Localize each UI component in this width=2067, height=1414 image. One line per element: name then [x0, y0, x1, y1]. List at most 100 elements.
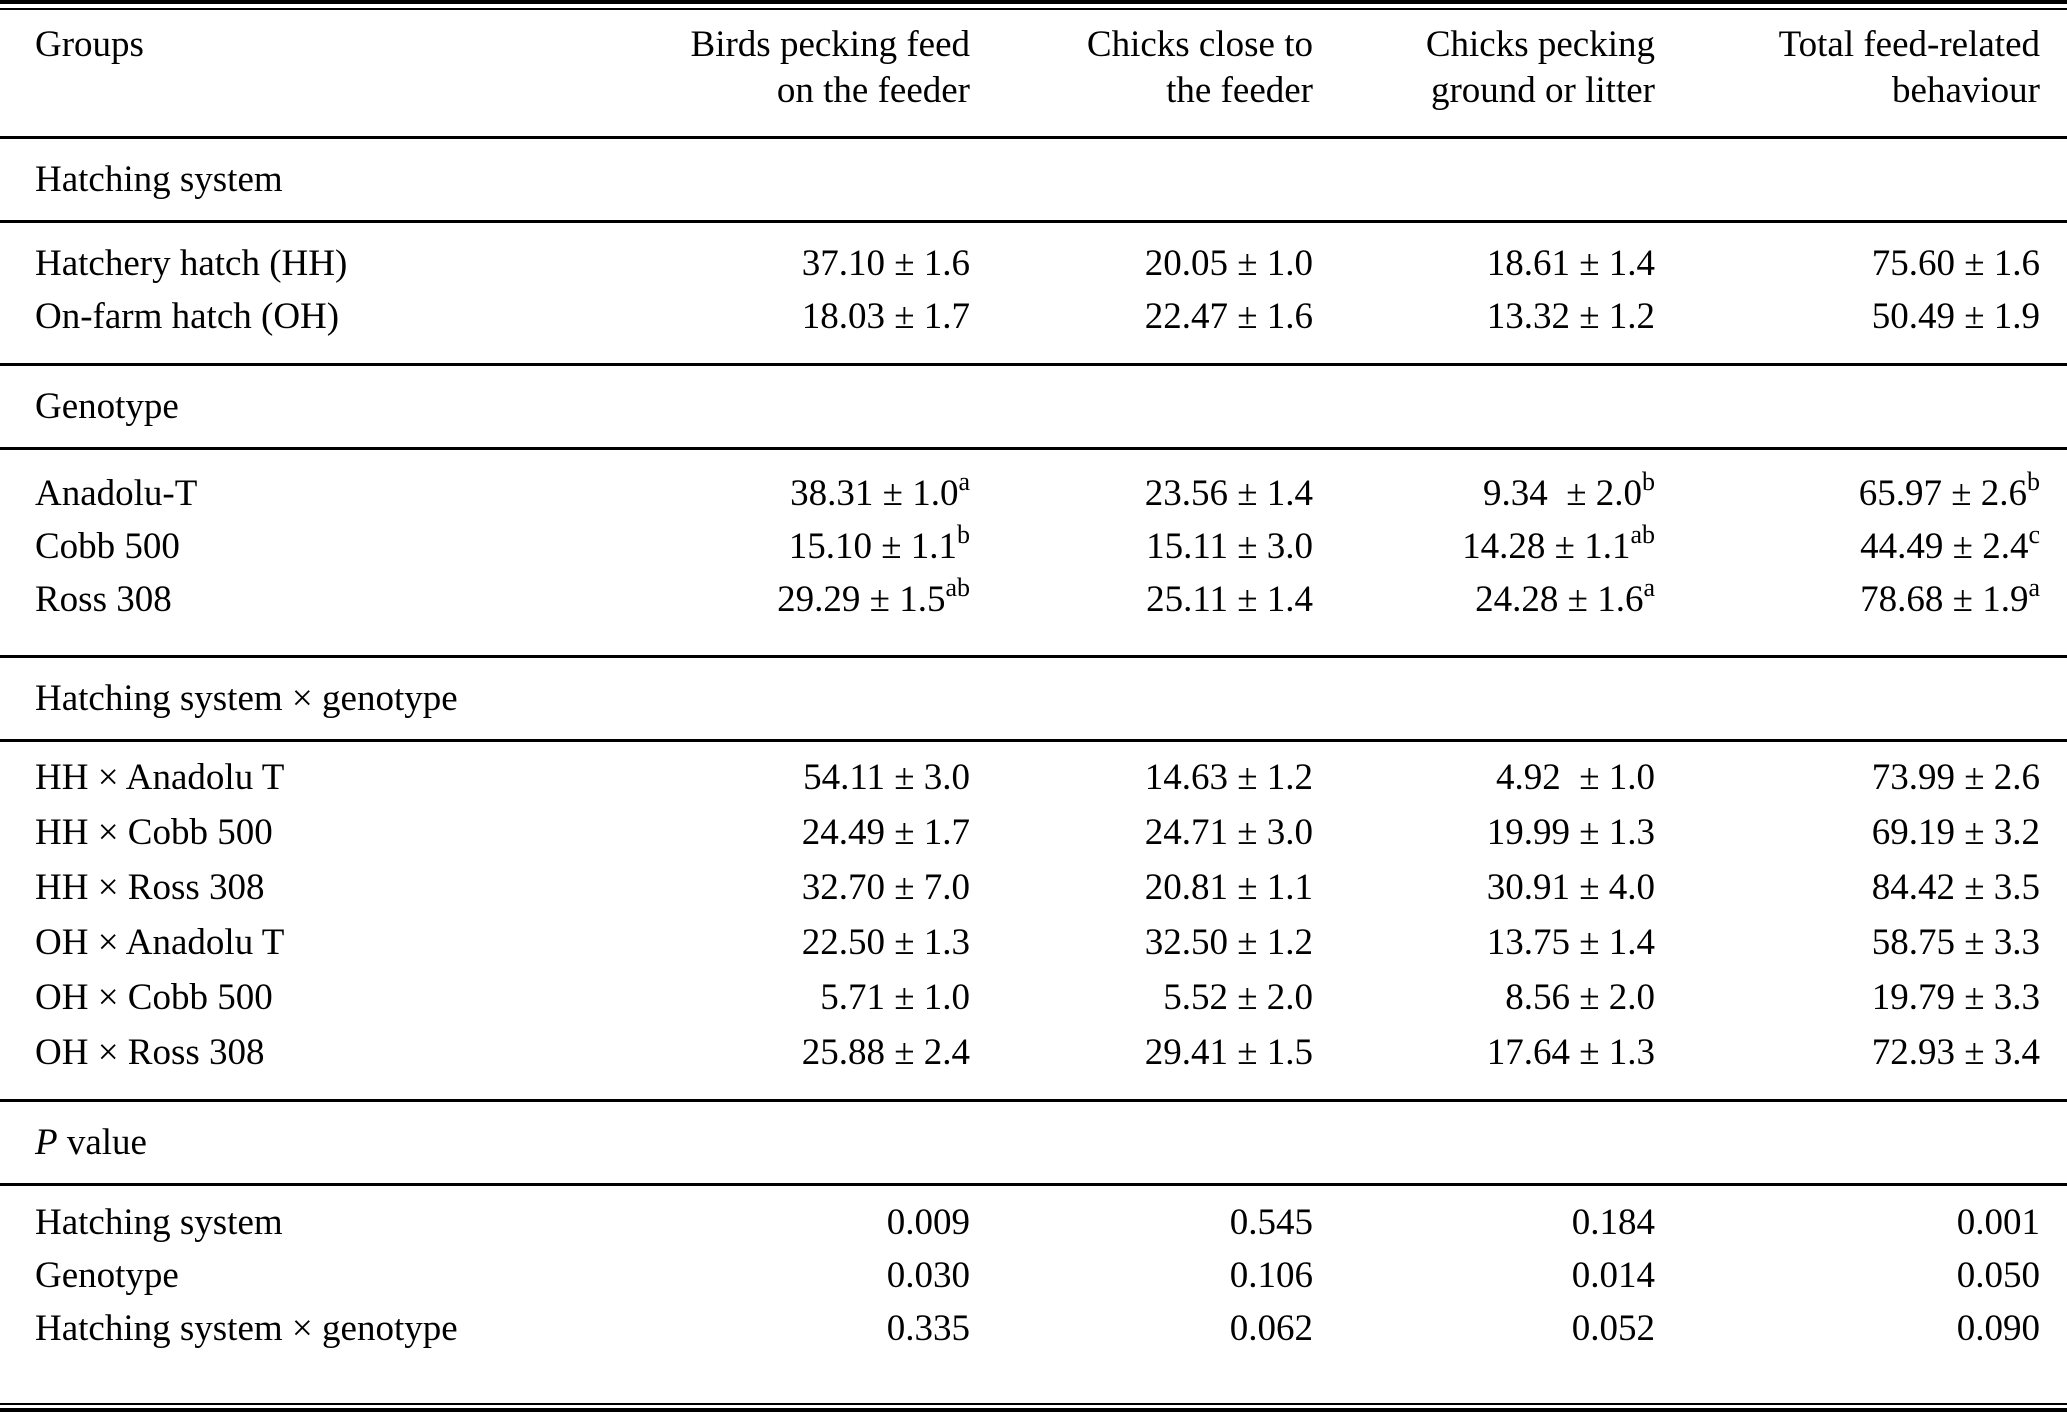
- value-cell: 50.49 ± 1.9: [1655, 290, 2067, 365]
- cell-value: 5.52 ± 2.0: [1163, 977, 1313, 1018]
- value-cell: 0.545: [970, 1185, 1313, 1250]
- section-title-row: P value: [0, 1099, 2067, 1186]
- significance-superscript: b: [957, 520, 970, 550]
- cell-value: 5.71 ± 1.0: [820, 977, 970, 1018]
- cell-value: 15.11 ± 3.0: [1146, 526, 1313, 567]
- significance-superscript: ab: [945, 573, 970, 603]
- value-cell: 24.71 ± 3.0: [970, 805, 1313, 860]
- value-cell: 14.63 ± 1.2: [970, 741, 1313, 806]
- cell-value: 69.19 ± 3.2: [1871, 812, 2040, 853]
- section-title: P value: [0, 1099, 2067, 1186]
- cell-value: 18.03 ± 1.7: [801, 296, 970, 337]
- value-cell: 25.11 ± 1.4: [970, 573, 1313, 657]
- significance-superscript: b: [2027, 467, 2040, 497]
- cell-value: 17.64 ± 1.3: [1486, 1032, 1655, 1073]
- column-header-line1: Chicks pecking: [1425, 24, 1655, 65]
- cell-value: 24.28 ± 1.6: [1475, 579, 1644, 620]
- table-row: Cobb 500 15.10 ± 1.1b 15.11 ± 3.0 14.28 …: [0, 520, 2067, 573]
- table-row: Hatchery hatch (HH) 37.10 ± 1.6 20.05 ± …: [0, 222, 2067, 291]
- cell-value: 37.10 ± 1.6: [801, 243, 970, 284]
- cell-value: 0.184: [1571, 1202, 1655, 1243]
- row-label: OH × Anadolu T: [35, 922, 285, 963]
- value-cell: 37.10 ± 1.6: [600, 222, 970, 291]
- behaviour-results-table: Groups Birds pecking feed on the feeder …: [0, 10, 2067, 1371]
- section-title: Genotype: [0, 363, 2067, 450]
- value-cell: 54.11 ± 3.0: [600, 741, 970, 806]
- value-cell: 58.75 ± 3.3: [1655, 915, 2067, 970]
- value-cell: 13.32 ± 1.2: [1313, 290, 1655, 365]
- value-cell: 17.64 ± 1.3: [1313, 1025, 1655, 1101]
- cell-value: 13.75 ± 1.4: [1486, 922, 1655, 963]
- cell-value: 25.11 ± 1.4: [1146, 579, 1313, 620]
- row-label: Cobb 500: [35, 526, 180, 567]
- section-interaction-rows: HH × Anadolu T 54.11 ± 3.0 14.63 ± 1.2 4…: [0, 741, 2067, 1101]
- value-cell: 32.50 ± 1.2: [970, 915, 1313, 970]
- cell-value: 75.60 ± 1.6: [1871, 243, 2040, 284]
- cell-value: 50.49 ± 1.9: [1871, 296, 2040, 337]
- table-bottom-rules: [0, 1403, 2067, 1412]
- value-cell: 0.009: [600, 1185, 970, 1250]
- value-cell: 22.50 ± 1.3: [600, 915, 970, 970]
- cell-value: 14.28 ± 1.1: [1462, 526, 1631, 567]
- cell-value: 0.062: [1229, 1308, 1313, 1349]
- value-cell: 23.56 ± 1.4: [970, 449, 1313, 521]
- cell-value: 9.34 ± 2.0: [1482, 473, 1642, 514]
- table-row: Genotype 0.030 0.106 0.014 0.050: [0, 1249, 2067, 1302]
- cell-value: 29.41 ± 1.5: [1144, 1032, 1313, 1073]
- section-hatching-system-rows: Hatchery hatch (HH) 37.10 ± 1.6 20.05 ± …: [0, 222, 2067, 365]
- significance-superscript: c: [2028, 520, 2040, 550]
- value-cell: 65.97 ± 2.6b: [1655, 449, 2067, 521]
- value-cell: 20.05 ± 1.0: [970, 222, 1313, 291]
- row-label: On-farm hatch (OH): [35, 296, 340, 337]
- significance-superscript: a: [1643, 573, 1655, 603]
- cell-value: 0.030: [886, 1255, 970, 1296]
- value-cell: 15.10 ± 1.1b: [600, 520, 970, 573]
- table-bottom-thick-rule: [0, 1408, 2067, 1412]
- value-cell: 24.28 ± 1.6a: [1313, 573, 1655, 657]
- value-cell: 73.99 ± 2.6: [1655, 741, 2067, 806]
- row-label: Genotype: [35, 1255, 179, 1296]
- row-label: Ross 308: [35, 579, 172, 620]
- table-row: Ross 308 29.29 ± 1.5ab 25.11 ± 1.4 24.28…: [0, 573, 2067, 657]
- column-header-chicks-pecking-ground: Chicks pecking ground or litter: [1313, 10, 1655, 138]
- value-cell: 13.75 ± 1.4: [1313, 915, 1655, 970]
- section-title-italic: P: [35, 1122, 58, 1163]
- cell-value: 0.335: [886, 1308, 970, 1349]
- table-row: On-farm hatch (OH) 18.03 ± 1.7 22.47 ± 1…: [0, 290, 2067, 365]
- significance-superscript: a: [958, 467, 970, 497]
- section-title-text: value: [57, 1122, 147, 1163]
- cell-value: 8.56 ± 2.0: [1505, 977, 1655, 1018]
- value-cell: 4.92 ± 1.0: [1313, 741, 1655, 806]
- value-cell: 75.60 ± 1.6: [1655, 222, 2067, 291]
- cell-value: 19.79 ± 3.3: [1871, 977, 2040, 1018]
- section-title-text: Genotype: [35, 386, 179, 427]
- value-cell: 30.91 ± 4.0: [1313, 860, 1655, 915]
- value-cell: 44.49 ± 2.4c: [1655, 520, 2067, 573]
- table-row: OH × Cobb 500 5.71 ± 1.0 5.52 ± 2.0 8.56…: [0, 970, 2067, 1025]
- value-cell: 0.052: [1313, 1302, 1655, 1371]
- cell-value: 72.93 ± 3.4: [1871, 1032, 2040, 1073]
- cell-value: 14.63 ± 1.2: [1144, 757, 1313, 798]
- value-cell: 32.70 ± 7.0: [600, 860, 970, 915]
- column-header-birds-pecking-feed: Birds pecking feed on the feeder: [600, 10, 970, 138]
- table-row: Anadolu-T 38.31 ± 1.0a 23.56 ± 1.4 9.34 …: [0, 449, 2067, 521]
- cell-value: 4.92 ± 1.0: [1495, 757, 1655, 798]
- significance-superscript: ab: [1630, 520, 1655, 550]
- value-cell: 0.001: [1655, 1185, 2067, 1250]
- value-cell: 19.99 ± 1.3: [1313, 805, 1655, 860]
- column-header-line1: Chicks close to: [1086, 24, 1313, 65]
- value-cell: 5.71 ± 1.0: [600, 970, 970, 1025]
- section-hatching-system-title: Hatching system: [0, 136, 2067, 223]
- cell-value: 24.49 ± 1.7: [801, 812, 970, 853]
- value-cell: 72.93 ± 3.4: [1655, 1025, 2067, 1101]
- cell-value: 0.106: [1229, 1255, 1313, 1296]
- column-header-line2: ground or litter: [1430, 70, 1655, 111]
- value-cell: 0.062: [970, 1302, 1313, 1371]
- section-title-text: Hatching system: [35, 159, 283, 200]
- section-title: Hatching system × genotype: [0, 655, 2067, 742]
- section-interaction-title: Hatching system × genotype: [0, 655, 2067, 742]
- cell-value: 58.75 ± 3.3: [1871, 922, 2040, 963]
- column-header-line1: Birds pecking feed: [690, 24, 970, 65]
- value-cell: 19.79 ± 3.3: [1655, 970, 2067, 1025]
